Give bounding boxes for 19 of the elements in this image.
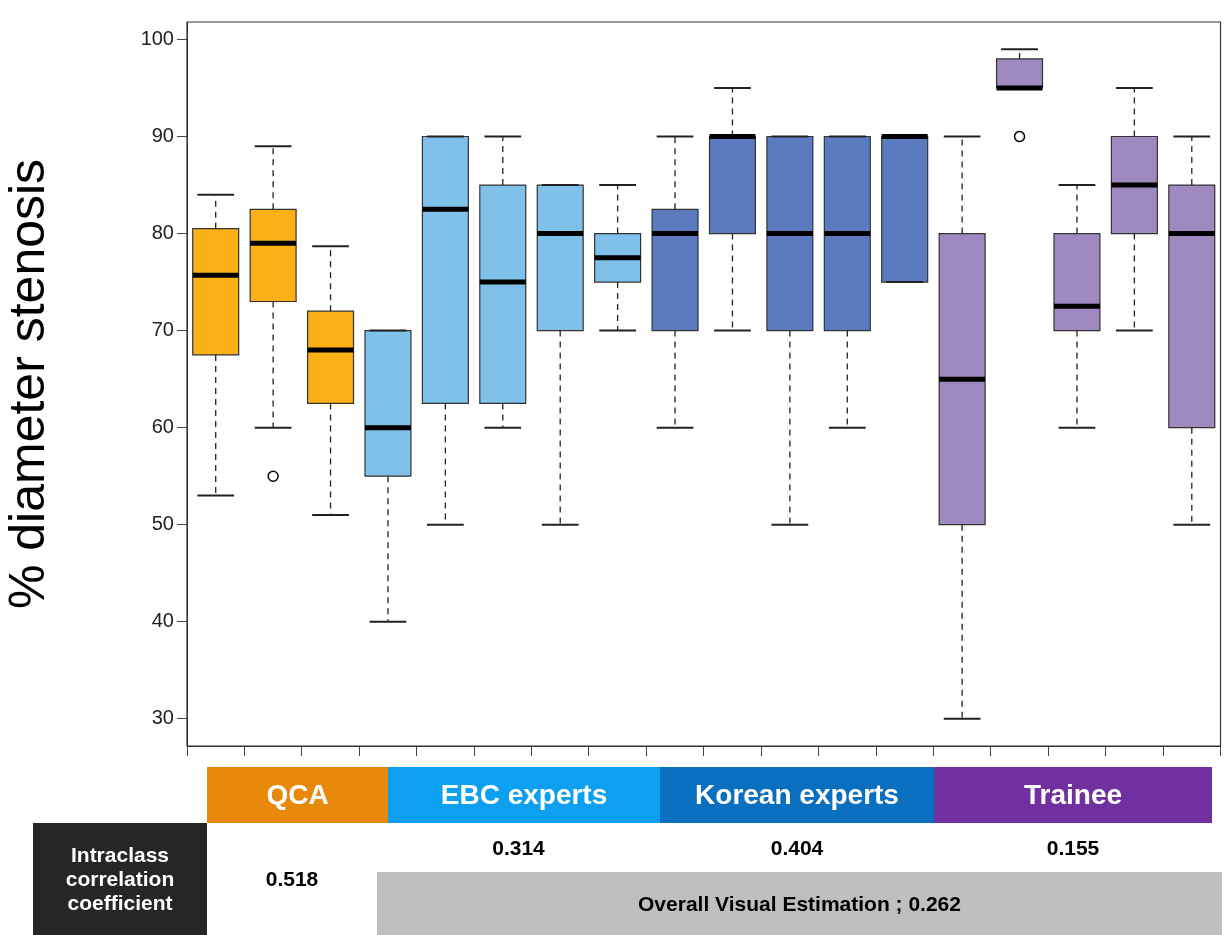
text: 0.518 <box>207 823 377 935</box>
y-tick-label: 90 <box>151 124 174 147</box>
y-tick-label: 40 <box>151 609 174 632</box>
y-tick-label: 50 <box>151 512 174 535</box>
text: Trainee <box>934 767 1212 823</box>
text: 0.155 <box>934 823 1212 872</box>
y-tick-label: 100 <box>140 26 174 49</box>
y-axis-title: % diameter stenosis <box>0 158 55 610</box>
y-tick-label: 70 <box>151 318 174 341</box>
y-tick-label: 30 <box>151 706 174 729</box>
y-tick-label: 80 <box>151 221 174 244</box>
text: Korean experts <box>660 767 934 823</box>
text: 0.314 <box>377 823 660 872</box>
text: QCA <box>207 767 388 823</box>
text: Intraclass correlation coefficient <box>33 823 207 935</box>
text: 0.404 <box>660 823 934 872</box>
text: Overall Visual Estimation ; 0.262 <box>377 872 1222 935</box>
y-tick-label: 60 <box>151 415 174 438</box>
text: EBC experts <box>388 767 660 823</box>
